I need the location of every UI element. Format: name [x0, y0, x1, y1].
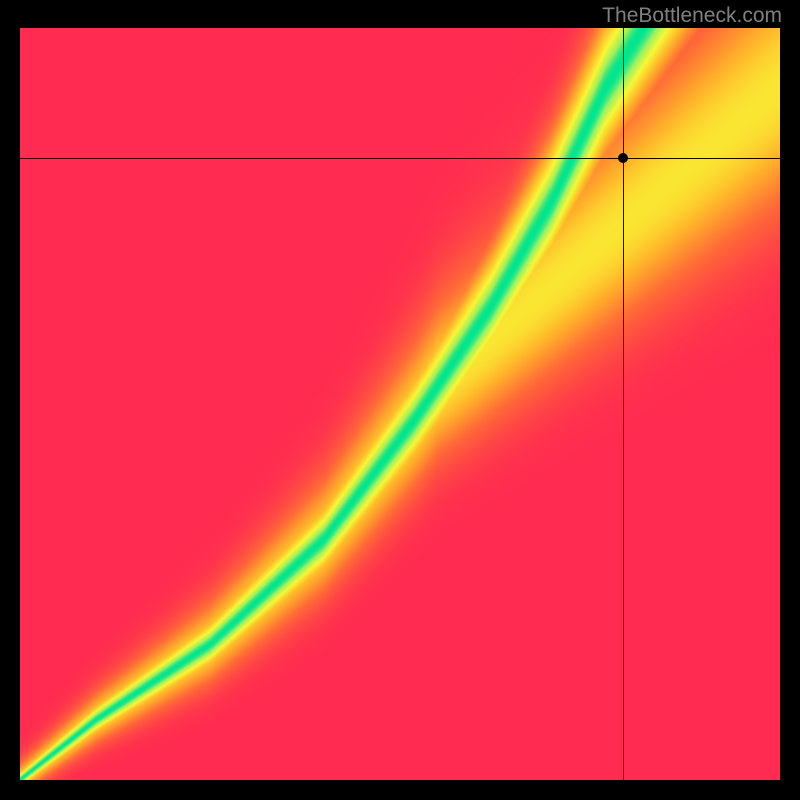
bottleneck-heatmap [20, 28, 780, 780]
watermark-text: TheBottleneck.com [602, 4, 782, 28]
crosshair-marker [618, 153, 628, 163]
crosshair-horizontal [20, 158, 780, 159]
heatmap-canvas [20, 28, 780, 780]
crosshair-vertical [623, 28, 624, 780]
